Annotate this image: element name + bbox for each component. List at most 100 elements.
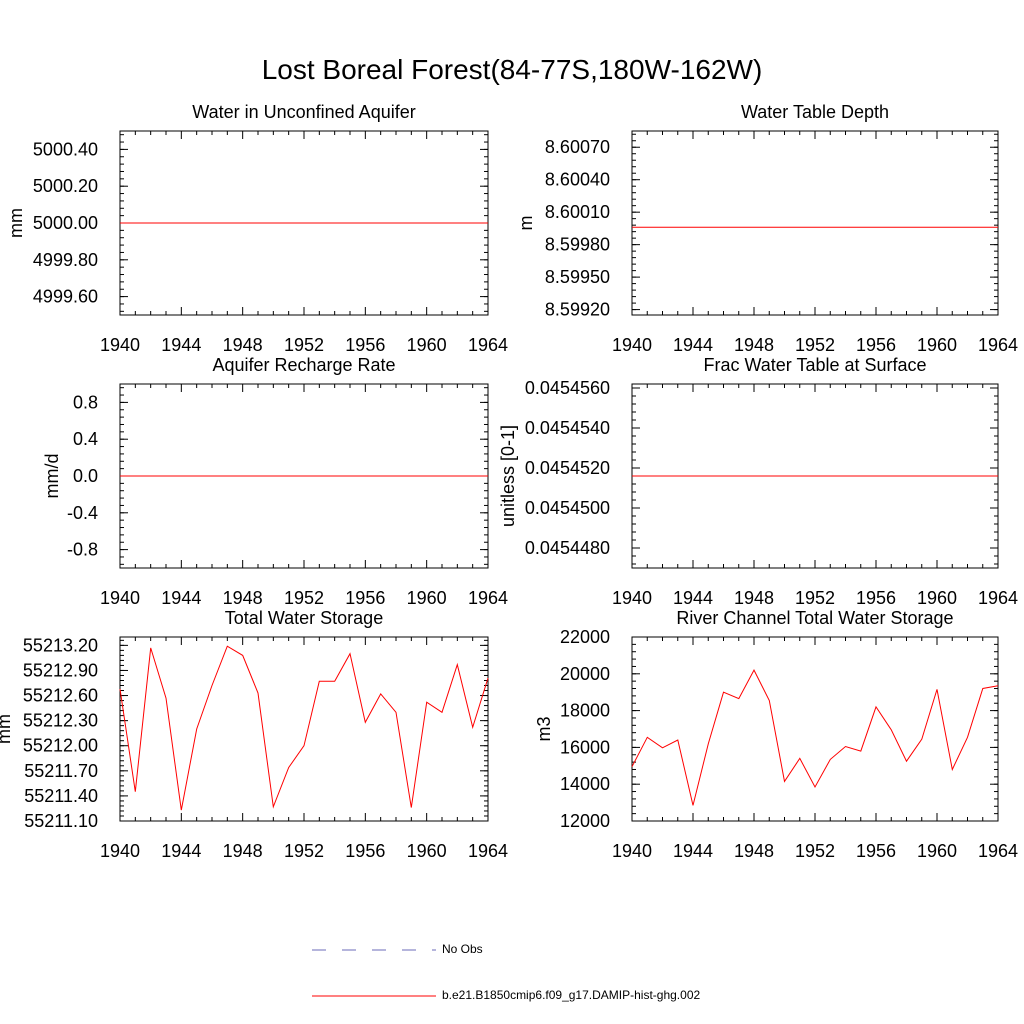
y-tick-label: 5000.40 xyxy=(33,139,98,159)
x-tick-label: 1952 xyxy=(795,588,835,608)
legend-item-model: b.e21.B1850cmip6.f09_g17.DAMIP-hist-ghg.… xyxy=(312,988,700,1003)
y-tick-label: 14000 xyxy=(560,774,610,794)
y-tick-label: 55212.00 xyxy=(23,736,98,756)
legend-label-model: b.e21.B1850cmip6.f09_g17.DAMIP-hist-ghg.… xyxy=(442,988,701,1002)
x-tick-label: 1940 xyxy=(100,335,140,355)
x-tick-label: 1960 xyxy=(917,335,957,355)
x-tick-label: 1956 xyxy=(345,335,385,355)
y-tick-label: 55212.90 xyxy=(23,660,98,680)
x-tick-label: 1948 xyxy=(223,588,263,608)
panel-2: Water Table Depth m 1940 1944 1948 1952 1956 19… xyxy=(516,102,1018,355)
series-line xyxy=(119,645,489,811)
x-tick-label: 1960 xyxy=(407,841,447,861)
x-tick-label: 1952 xyxy=(284,588,324,608)
x-tick-label: 1964 xyxy=(978,335,1018,355)
y-tick-label: 55213.20 xyxy=(23,635,98,655)
y-axis-label: m3 xyxy=(534,716,554,741)
y-tick-label: 5000.00 xyxy=(33,213,98,233)
y-tick-label: 20000 xyxy=(560,664,610,684)
y-tick-label: 5000.20 xyxy=(33,176,98,196)
y-axis-label: mm xyxy=(6,208,26,238)
y-tick-label: 18000 xyxy=(560,701,610,721)
x-tick-label: 1948 xyxy=(734,335,774,355)
y-tick-label: 55211.10 xyxy=(24,811,98,831)
x-tick-label: 1960 xyxy=(407,335,447,355)
x-tick-label: 1952 xyxy=(284,335,324,355)
y-tick-label: 8.60010 xyxy=(545,202,610,222)
y-tick-label: -0.4 xyxy=(67,503,98,523)
y-tick-label: 8.59980 xyxy=(545,235,610,255)
y-tick-label: 8.60040 xyxy=(545,170,610,190)
x-tick-label: 1956 xyxy=(856,588,896,608)
x-tick-label: 1948 xyxy=(223,335,263,355)
y-axis-label: mm/d xyxy=(42,454,62,499)
y-tick-label: 4999.60 xyxy=(33,287,98,307)
plot-frame xyxy=(631,636,999,822)
y-axis-label: m xyxy=(516,216,536,231)
x-tick-label: 1944 xyxy=(161,588,201,608)
y-tick-label: -0.8 xyxy=(67,540,98,560)
x-tick-label: 1956 xyxy=(345,841,385,861)
y-axis-label: unitless [0-1] xyxy=(498,425,518,527)
legend-swatch-dashed xyxy=(312,949,436,951)
y-axis-label: mm xyxy=(0,714,14,744)
legend-item-no-obs: No Obs xyxy=(312,942,483,957)
y-tick-label: 0.0454560 xyxy=(525,378,610,398)
x-tick-label: 1948 xyxy=(223,841,263,861)
y-tick-label: 16000 xyxy=(560,737,610,757)
y-tick-label: 0.0454540 xyxy=(525,418,610,438)
x-tick-label: 1948 xyxy=(734,588,774,608)
x-tick-label: 1944 xyxy=(673,335,713,355)
x-tick-label: 1964 xyxy=(978,588,1018,608)
x-tick-label: 1944 xyxy=(161,841,201,861)
panel-title: Total Water Storage xyxy=(225,608,383,628)
y-tick-label: 8.59920 xyxy=(545,300,610,320)
y-tick-label: 0.0454500 xyxy=(525,498,610,518)
y-tick-label: 55212.30 xyxy=(23,711,98,731)
x-tick-label: 1964 xyxy=(468,841,508,861)
panel-1: Water in Unconfined Aquifer mm 1940 1944 194… xyxy=(6,102,508,355)
panel-4: Frac Water Table at Surface unitless [0-1… xyxy=(498,355,1018,608)
x-tick-label: 1952 xyxy=(795,841,835,861)
x-tick-label: 1940 xyxy=(612,841,652,861)
legend-label-no-obs: No Obs xyxy=(442,942,483,956)
y-tick-label: 12000 xyxy=(560,811,610,831)
x-tick-label: 1956 xyxy=(856,841,896,861)
y-tick-label: 55212.60 xyxy=(23,686,98,706)
panel-title: River Channel Total Water Storage xyxy=(676,608,953,628)
x-tick-label: 1940 xyxy=(612,335,652,355)
x-tick-label: 1940 xyxy=(612,588,652,608)
x-tick-label: 1964 xyxy=(978,841,1018,861)
y-tick-label: 0.0454480 xyxy=(525,538,610,558)
x-tick-label: 1956 xyxy=(856,335,896,355)
x-tick-label: 1952 xyxy=(284,841,324,861)
y-tick-label: 8.60070 xyxy=(545,137,610,157)
plot-frame xyxy=(119,636,489,822)
x-tick-label: 1940 xyxy=(100,588,140,608)
panel-title: Frac Water Table at Surface xyxy=(703,355,926,375)
x-tick-label: 1956 xyxy=(345,588,385,608)
y-tick-label: 8.59950 xyxy=(545,267,610,287)
y-tick-label: 4999.80 xyxy=(33,250,98,270)
y-tick-label: 0.0454520 xyxy=(525,458,610,478)
panel-title: Water in Unconfined Aquifer xyxy=(192,102,415,122)
x-tick-label: 1944 xyxy=(161,335,201,355)
x-tick-label: 1960 xyxy=(917,841,957,861)
y-tick-label: 55211.70 xyxy=(24,761,98,781)
x-tick-label: 1964 xyxy=(468,335,508,355)
figure-title: Lost Boreal Forest(84-77S,180W-162W) xyxy=(261,54,763,85)
x-tick-label: 1944 xyxy=(673,841,713,861)
x-tick-label: 1960 xyxy=(917,588,957,608)
y-tick-label: 55211.40 xyxy=(24,786,98,806)
panel-3: Aquifer Recharge Rate mm/d 1940 1944 1948 195… xyxy=(42,355,508,608)
x-tick-label: 1944 xyxy=(673,588,713,608)
y-tick-label: 22000 xyxy=(560,627,610,647)
x-tick-label: 1964 xyxy=(468,588,508,608)
legend-swatch-solid xyxy=(312,995,436,997)
x-tick-label: 1948 xyxy=(734,841,774,861)
y-tick-label: 0.8 xyxy=(73,392,98,412)
x-tick-label: 1952 xyxy=(795,335,835,355)
x-tick-label: 1940 xyxy=(100,841,140,861)
